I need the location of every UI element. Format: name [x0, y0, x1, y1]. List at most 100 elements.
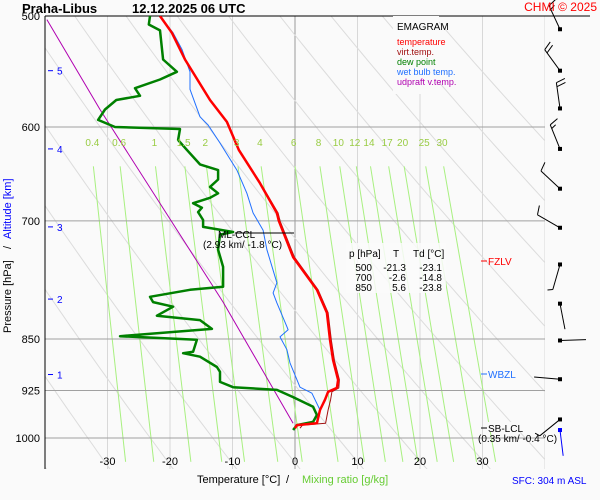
wind-barb-station — [558, 428, 562, 433]
wind-barb-half — [547, 288, 553, 291]
table-cell: 850 — [355, 283, 372, 294]
table-header-td: Td [°C] — [413, 249, 444, 260]
dry-adiabat — [432, 16, 545, 142]
mixing-ratio-label: 2 — [202, 138, 208, 149]
table-cell: 500 — [355, 263, 372, 274]
wind-barb-shaft — [540, 170, 561, 190]
mixing-ratio-line — [369, 166, 419, 462]
mixing-ratio-lines — [92, 166, 497, 462]
mixing-ratio-line — [119, 166, 155, 462]
wind-barb-shaft — [559, 429, 564, 456]
mixing-ratio-line — [154, 166, 192, 462]
wind-barb-shaft — [555, 82, 561, 109]
mixing-ratio-label: 12 — [349, 138, 361, 149]
pressure-lines — [45, 15, 590, 439]
wind-barb-station — [558, 301, 562, 306]
y-tick-label: 500 — [22, 11, 40, 23]
series-wet-bulb-temp — [159, 16, 321, 421]
wind-barb-shaft — [552, 264, 561, 290]
mixing-ratio-line — [319, 166, 365, 462]
wind-barb-station — [558, 262, 562, 267]
mixing-ratio-line — [403, 166, 455, 462]
datetime-title: 12.12.2025 06 UTC — [132, 1, 246, 16]
mixing-ratio-line — [92, 166, 127, 462]
ml-ccl-label: ML-CCL — [218, 230, 256, 241]
dry-adiabat — [279, 16, 545, 328]
wind-barb-full — [556, 78, 566, 84]
wind-barb-station — [558, 186, 562, 191]
x-tick-label: 10 — [351, 456, 363, 468]
dry-adiabat — [45, 204, 238, 469]
mixing-ratio-label: 6 — [291, 138, 297, 149]
mixing-ratio-label: 14 — [363, 138, 375, 149]
mixing-ratio-label: 30 — [436, 138, 448, 149]
mixing-ratio-label: 4 — [257, 138, 263, 149]
x-tick-label: -10 — [225, 456, 241, 468]
ml-ccl-detail: (2.93 km/ -1.8 °C) — [203, 240, 282, 251]
legend-wet-bulb: wet bulb temp. — [396, 67, 456, 77]
mixing-ratio-label: 20 — [397, 138, 409, 149]
mixing-ratio-label: 0.4 — [85, 138, 99, 149]
wind-barb-full — [546, 44, 553, 54]
legend-updraft: udpraft v.temp. — [397, 77, 456, 87]
table-bg — [346, 243, 446, 293]
y-tick-label: 850 — [22, 334, 40, 346]
wind-barbs — [534, 0, 587, 456]
x-axis-label-2: Mixing ratio [g/kg] — [302, 474, 388, 486]
wind-barb-full — [544, 41, 551, 50]
series-udpraft-v-temp — [46, 19, 294, 424]
legend-virt-temp: virt.temp. — [397, 47, 434, 57]
altitude-tick-label: 4 — [57, 145, 63, 156]
legend-title: EMAGRAM — [397, 22, 449, 33]
wind-barb-shaft — [548, 5, 561, 30]
table-header-p: p [hPa] — [349, 249, 381, 260]
wind-barb-station — [558, 338, 562, 343]
mixing-ratio-label: 3 — [234, 138, 240, 149]
x-tick-label: 30 — [476, 456, 488, 468]
mixing-ratio-line — [205, 166, 246, 462]
mixing-ratio-label: 10 — [333, 138, 345, 149]
station-title: Praha-Libus — [22, 1, 97, 16]
y-axis-label: Pressure [hPa] — [2, 260, 14, 333]
wind-barb-half — [551, 124, 556, 129]
wind-barb-station — [558, 377, 562, 382]
grid — [45, 16, 545, 469]
sb-lcl-bg — [486, 422, 522, 432]
profiles — [46, 16, 340, 431]
y-tick-label: 925 — [22, 386, 40, 398]
x-tick-label: 0 — [292, 456, 298, 468]
wind-barb-shaft — [534, 376, 561, 380]
legend-dew-point: dew point — [397, 57, 436, 67]
wind-barb-station — [558, 417, 562, 422]
y-tick-label: 600 — [22, 122, 40, 134]
wind-barb-half — [550, 5, 555, 10]
fzlv-label: FZLV — [488, 257, 512, 268]
table-cell: -2.6 — [389, 273, 407, 284]
mixing-ratio-label: 1.5 — [177, 138, 191, 149]
mixing-ratio-line — [425, 166, 478, 462]
altitude-tick-label: 3 — [57, 223, 63, 234]
altitude-tick-label: 1 — [57, 371, 63, 382]
table-cell: -23.8 — [419, 283, 442, 294]
mixing-ratio-line — [294, 166, 339, 462]
dry-adiabat — [74, 16, 428, 469]
wind-barb-shaft — [539, 419, 561, 437]
table-cell: -14.8 — [419, 273, 442, 284]
x-axis-label: Temperature [°C] — [197, 474, 280, 486]
legend-bg — [393, 16, 439, 94]
dry-adiabat — [45, 124, 301, 469]
series-temperature — [158, 16, 340, 429]
wind-barb-station — [558, 106, 562, 111]
mixing-ratio-line — [443, 166, 497, 462]
mixing-ratio-label: 8 — [316, 138, 322, 149]
series-dew-point — [96, 16, 319, 431]
table-cell: -23.1 — [419, 263, 442, 274]
wind-barb-shaft — [549, 124, 561, 150]
wind-barb-half — [534, 432, 541, 437]
x-axis-separator: / — [286, 474, 290, 486]
table-cell: 5.6 — [392, 283, 406, 294]
x-tick-label: 20 — [414, 456, 426, 468]
dry-adiabat — [176, 16, 545, 461]
